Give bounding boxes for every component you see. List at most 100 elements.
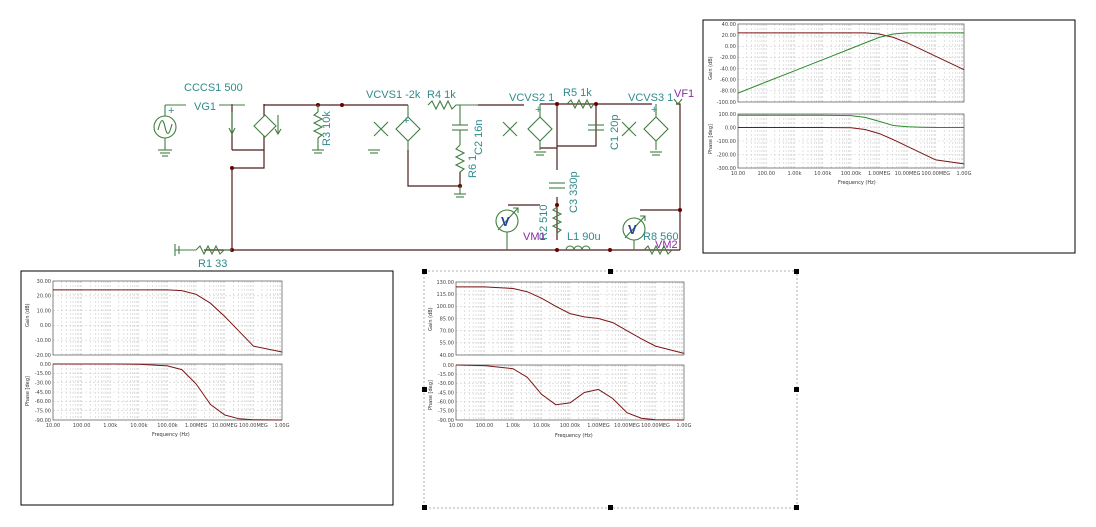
svg-text:+: + xyxy=(535,104,541,116)
gain-plot-area: 40.00 20.00 0.00 -20.00 -40.00 -60.00 -80.00 -1… xyxy=(717,22,965,106)
wire xyxy=(676,103,681,250)
resistor-r1[interactable] xyxy=(174,244,232,256)
x-tick-label: 100.00k xyxy=(157,423,177,429)
resize-handle-bottom[interactable] xyxy=(608,505,613,510)
voltmeter-vm1-symbol: V xyxy=(501,214,510,229)
resistor-r6[interactable] xyxy=(454,144,466,198)
svg-text:+: + xyxy=(651,104,657,116)
junction-node xyxy=(555,102,559,106)
junction-node xyxy=(608,248,612,252)
resistor-r5[interactable] xyxy=(566,98,595,110)
label-vcvs2: VCVS2 1 xyxy=(509,92,554,104)
cccs1-source[interactable] xyxy=(219,104,282,138)
series-line xyxy=(455,364,685,421)
y-tick-label: -100.00 xyxy=(717,139,736,145)
y-tick-label: 115.00 xyxy=(437,292,455,298)
resize-handle-top-right[interactable] xyxy=(794,269,799,274)
resize-handle-right[interactable] xyxy=(794,387,799,392)
label-r8: R8 560 xyxy=(643,231,678,243)
y-tick-label: 55.00 xyxy=(440,341,454,347)
plot-frame xyxy=(20,270,394,506)
y-tick-label: -60.00 xyxy=(438,399,454,405)
series-line xyxy=(53,363,283,421)
x-tick-label: 10.00k xyxy=(130,423,147,429)
plot-frame xyxy=(702,19,1076,254)
label-cccs1: CCCS1 500 xyxy=(184,82,243,94)
voltage-probe-vf1[interactable] xyxy=(673,98,683,105)
x-tick-label: 10.00k xyxy=(533,423,550,429)
x-tick-label: 100.00 xyxy=(73,423,91,429)
inductor-l1[interactable] xyxy=(565,245,591,251)
resize-handle-top[interactable] xyxy=(608,269,613,274)
wire xyxy=(263,104,408,106)
wire xyxy=(232,150,265,169)
voltmeter-vm2-symbol: V xyxy=(628,222,637,237)
label-r2: R2 510 xyxy=(538,205,550,240)
plot-border xyxy=(737,113,965,169)
voltage-generator-vg1[interactable]: + xyxy=(153,104,186,157)
series-line xyxy=(456,286,685,354)
vcvs2-source[interactable]: + xyxy=(502,104,553,156)
x-tick-label: 10.00MEG xyxy=(212,423,238,429)
y-tick-label: 100.00 xyxy=(719,112,737,118)
x-tick-label: 1.00k xyxy=(787,171,801,177)
x-tick-label: 1.00k xyxy=(506,423,520,429)
gain-plot-area: 30.00 20.00 10.00 0.00 -10.00 -20.00 xyxy=(35,279,283,359)
junction-node xyxy=(594,102,598,106)
capacitor-c3[interactable] xyxy=(549,182,565,189)
voltmeter-vm2[interactable]: V xyxy=(622,215,646,250)
plot-border xyxy=(52,280,283,356)
x-tick-label: 100.00k xyxy=(841,171,861,177)
resistor-r8[interactable] xyxy=(643,244,673,256)
label-c2: C2 16n xyxy=(473,120,485,155)
frequency-axis-label: Frequency (Hz) xyxy=(555,433,593,439)
x-tick-label: 100.00MEG xyxy=(921,171,950,177)
resistor-r3[interactable] xyxy=(312,105,324,154)
svg-text:+: + xyxy=(403,115,409,127)
frequency-axis-label: Frequency (Hz) xyxy=(152,432,190,438)
gain-axis-label: Gain (dB) xyxy=(428,307,434,331)
voltmeter-vm1[interactable]: V xyxy=(495,207,519,250)
x-tick-label: 1.00G xyxy=(274,423,289,429)
resize-handle-bottom-left[interactable] xyxy=(422,505,427,510)
y-tick-label: 0.00 xyxy=(443,363,454,369)
phase-axis-label: Phase [deg] xyxy=(428,380,434,410)
bode-plot-bottom-left[interactable]: 30.00 20.00 10.00 0.00 -10.00 -20.00 0.00 -15.… xyxy=(20,270,394,506)
junction-node xyxy=(678,208,682,212)
y-tick-label: 30.00 xyxy=(37,279,51,285)
label-vcvs3: VCVS3 1 xyxy=(628,92,673,104)
phase-axis-label: Phase [deg] xyxy=(708,124,714,154)
resistor-r4[interactable] xyxy=(427,99,478,111)
bode-plot-bottom-middle[interactable]: 130.00 115.00 100.00 85.00 70.00 55.00 40.00 0… xyxy=(422,269,799,510)
resize-handle-bottom-right[interactable] xyxy=(794,505,799,510)
series-line xyxy=(738,127,965,165)
y-tick-label: -30.00 xyxy=(438,381,454,387)
label-r4: R4 1k xyxy=(427,89,456,101)
gain-plot-area: 130.00 115.00 100.00 85.00 70.00 55.00 40.00 xyxy=(437,280,685,359)
series-line xyxy=(738,114,964,128)
y-tick-label: -90.00 xyxy=(35,418,51,424)
capacitor-c2[interactable] xyxy=(452,105,468,145)
plot-border xyxy=(455,281,685,356)
wire xyxy=(407,150,460,187)
resistor-r2[interactable] xyxy=(551,206,563,234)
resize-handle-left[interactable] xyxy=(422,387,427,392)
junction-node xyxy=(340,103,344,107)
label-c1: C1 20p xyxy=(609,115,621,150)
x-tick-label: 100.00MEG xyxy=(641,423,670,429)
vcvs1-source[interactable]: + xyxy=(368,105,421,154)
vcvs3-source[interactable]: + xyxy=(621,104,669,156)
label-vcvs1: VCVS1 -2k xyxy=(366,89,421,101)
bode-plot-top-right[interactable]: 40.00 20.00 0.00 -20.00 -40.00 -60.00 -80.00 -1… xyxy=(702,19,1076,254)
capacitor-c1[interactable] xyxy=(588,124,604,131)
x-tick-label: 10.00MEG xyxy=(614,423,640,429)
x-tick-label: 1.00G xyxy=(956,171,971,177)
series-line xyxy=(53,289,283,353)
resize-handle-top-left[interactable] xyxy=(422,269,427,274)
x-tick-label: 10.00 xyxy=(731,171,745,177)
label-vg1: VG1 xyxy=(194,101,216,113)
x-tick-label: 1.00MEG xyxy=(868,171,891,177)
y-tick-label: -100.00 xyxy=(717,100,736,106)
y-tick-label: 0.00 xyxy=(725,44,736,50)
